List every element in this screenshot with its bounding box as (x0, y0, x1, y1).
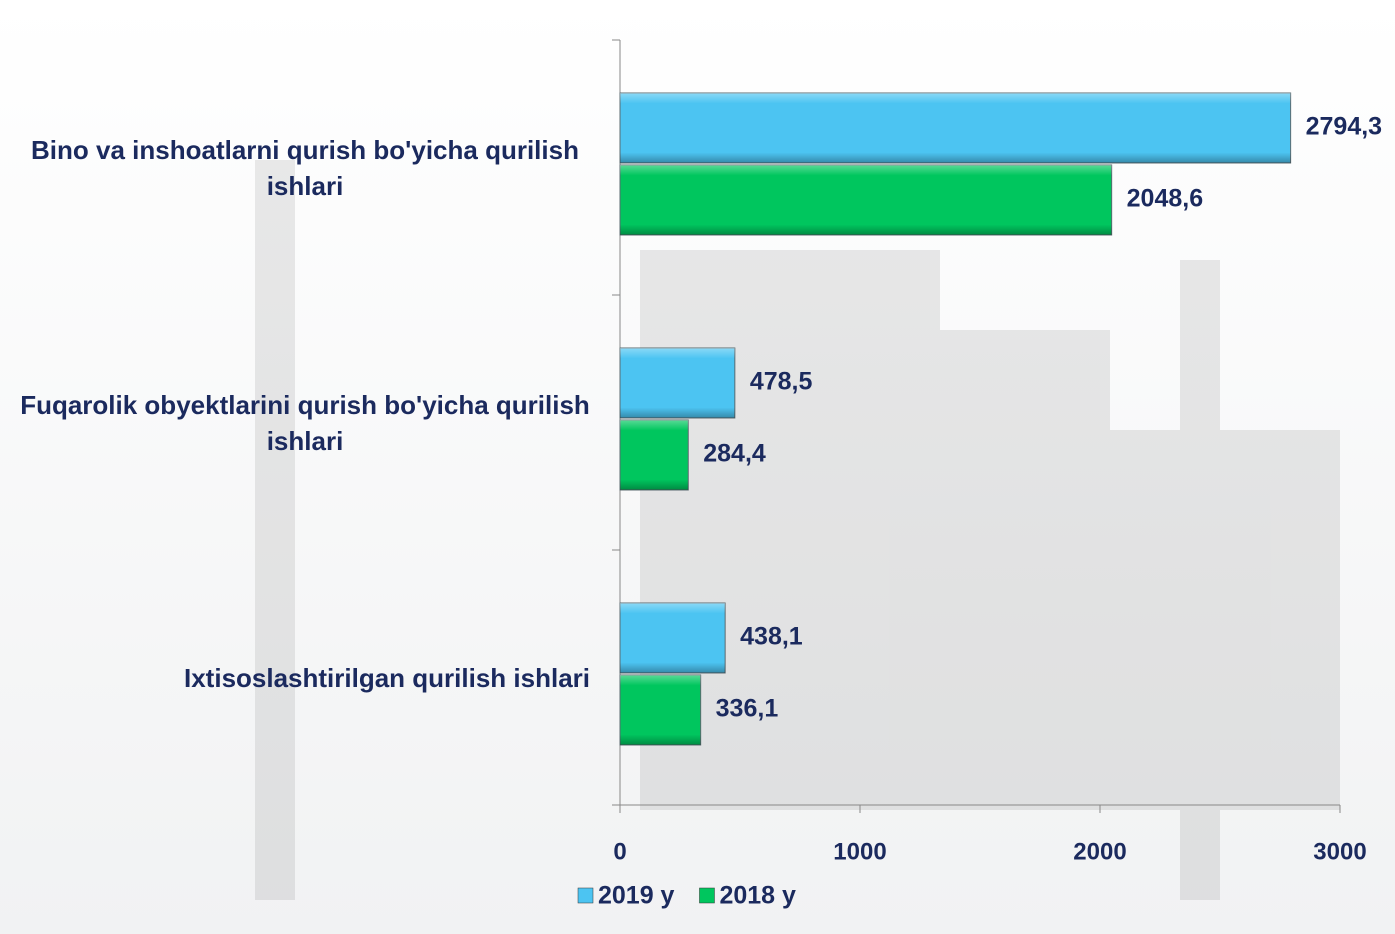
data-label: 438,1 (740, 623, 803, 651)
data-label: 284,4 (703, 440, 766, 468)
x-tick-label: 0 (613, 838, 626, 865)
legend-label: 2019 y (598, 882, 675, 910)
bar-bevel (620, 93, 1291, 163)
bar-bevel (620, 603, 726, 673)
x-tick-label: 1000 (833, 838, 886, 865)
bar-bevel (620, 165, 1112, 235)
legend-swatch (577, 887, 594, 904)
category-label: Fuqarolik obyektlarini qurish bo'yicha q… (20, 389, 590, 456)
data-label: 2794,3 (1306, 113, 1382, 141)
background-building (255, 160, 1340, 900)
data-label: 336,1 (716, 695, 779, 723)
bar-bevel (620, 420, 689, 490)
x-tick-label: 3000 (1313, 838, 1366, 865)
bar-bevel (620, 675, 701, 745)
data-label: 478,5 (750, 368, 813, 396)
category-label: Bino va inshoatlarni qurish bo'yicha qur… (31, 134, 579, 201)
legend-swatch (699, 887, 715, 904)
x-tick-label: 2000 (1073, 838, 1126, 865)
data-label: 2048,6 (1127, 185, 1203, 213)
legend-label: 2018 y (719, 882, 796, 910)
bar-bevel (620, 348, 735, 418)
category-label: Ixtisoslashtirilgan qurilish ishlari (184, 662, 590, 693)
